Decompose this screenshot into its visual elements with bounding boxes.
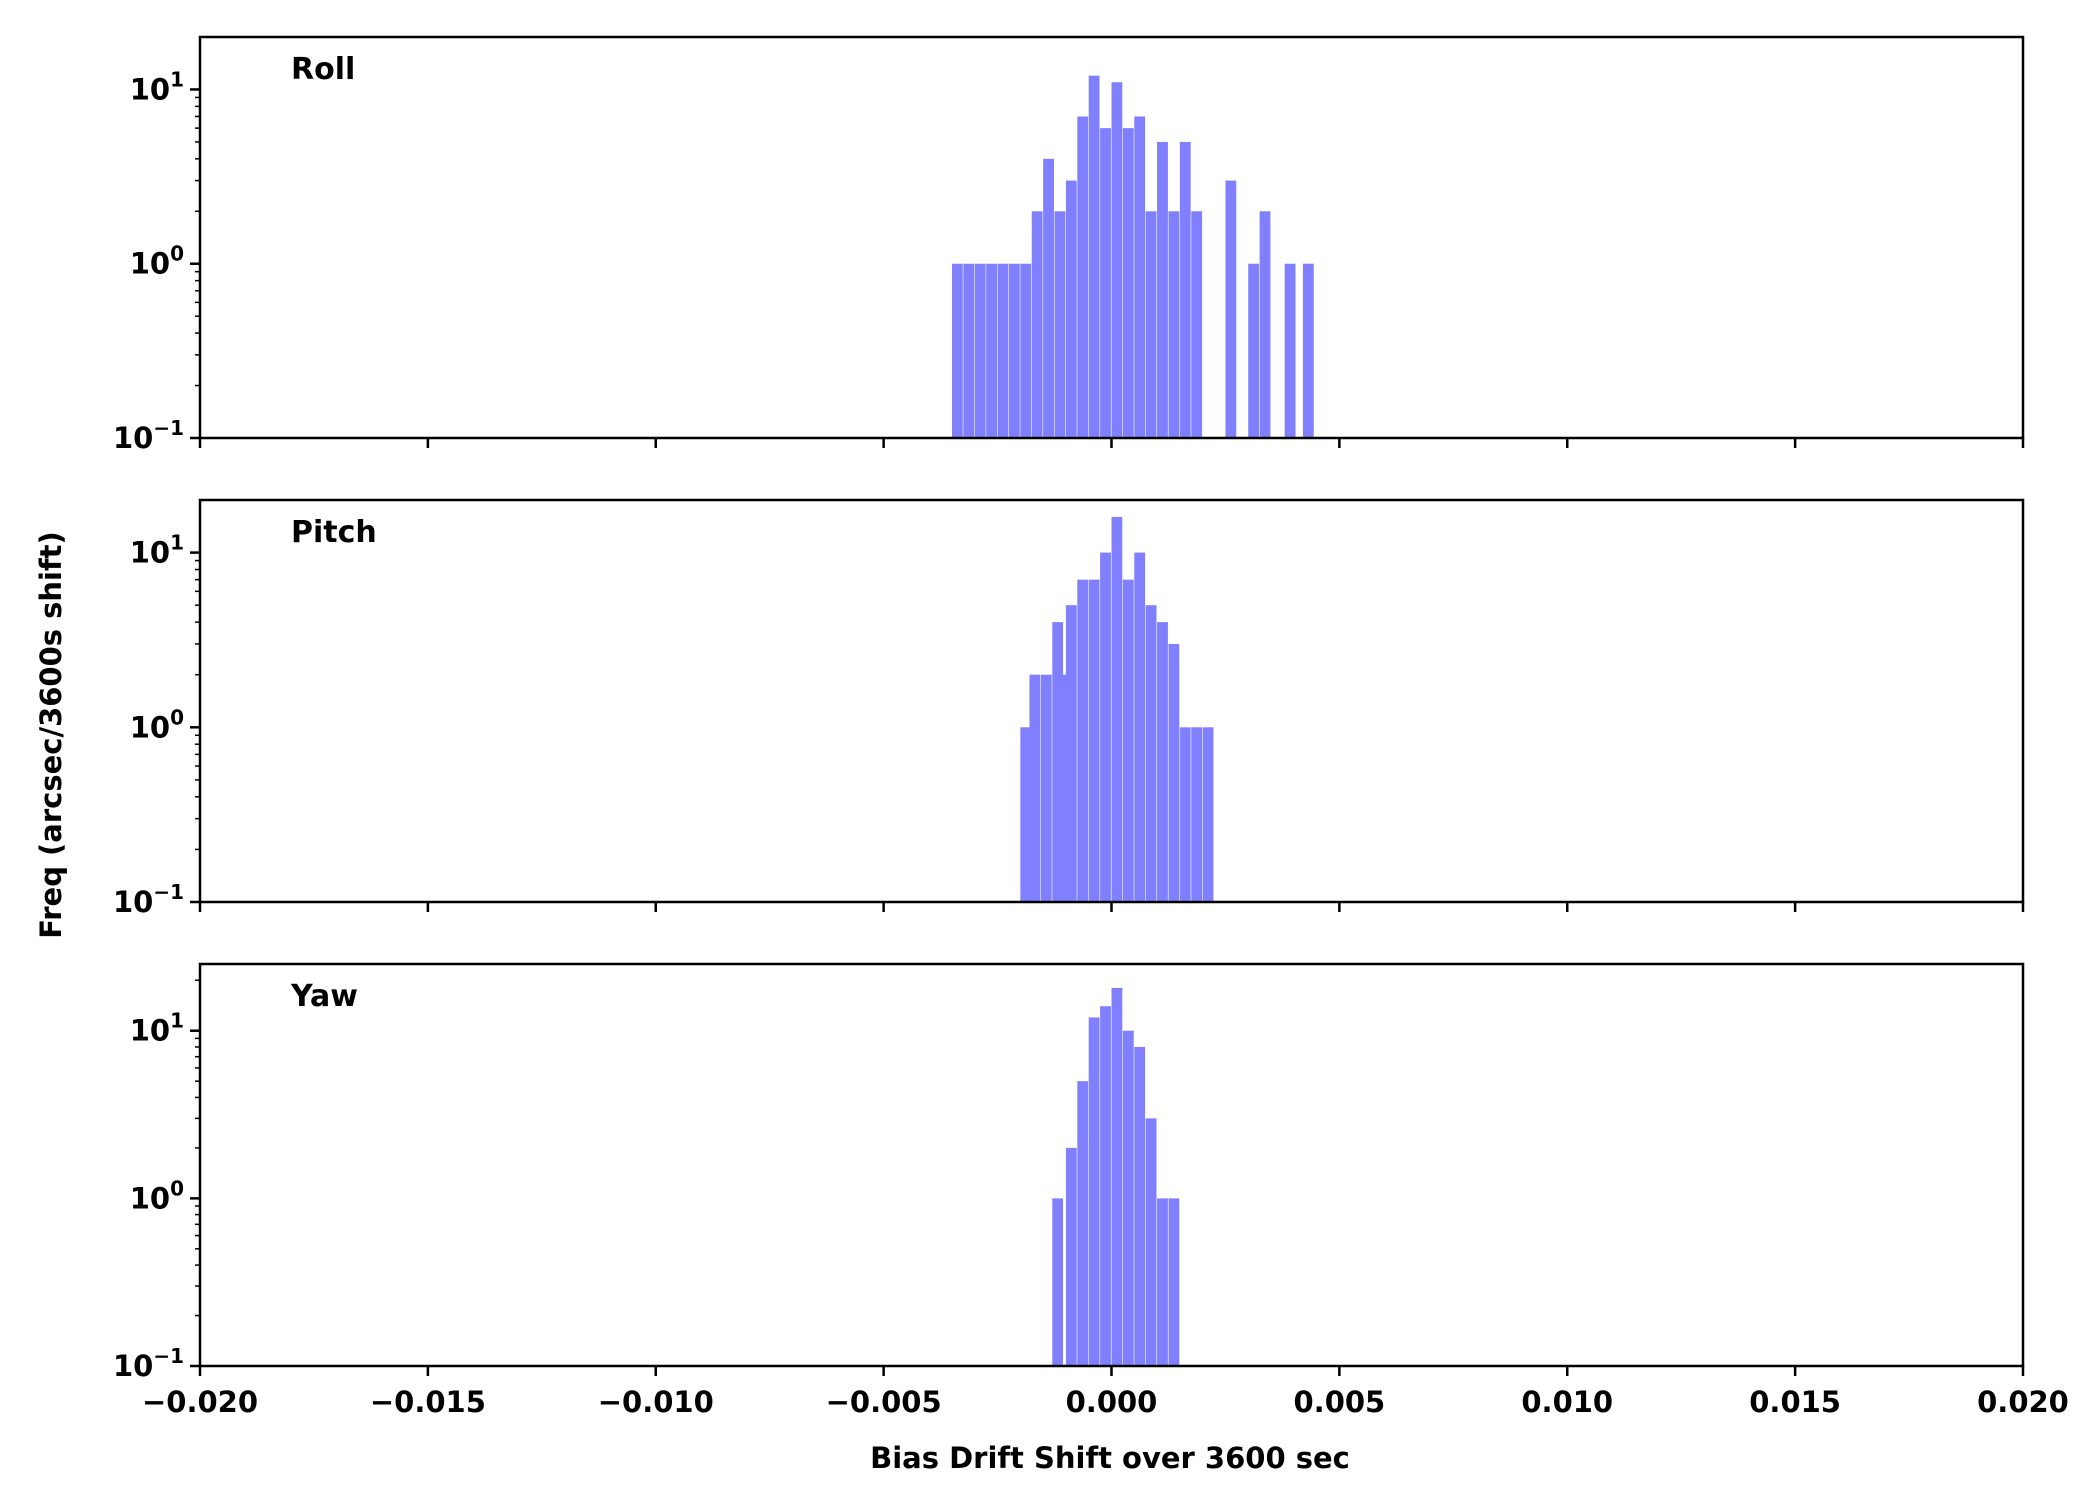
panel-title: Yaw — [290, 979, 358, 1014]
histogram-bar — [1225, 180, 1237, 438]
histogram-bar — [1302, 263, 1314, 438]
y-tick-label: 101 — [130, 531, 184, 570]
histogram-bar — [1134, 116, 1146, 439]
histogram-bar — [1020, 263, 1032, 438]
histogram-bar — [1100, 1006, 1111, 1366]
histogram-bar — [1259, 211, 1271, 438]
histogram-bar — [1111, 82, 1123, 438]
x-tick-label: −0.015 — [370, 1385, 486, 1419]
histogram-bar — [1031, 211, 1043, 438]
y-tick-label: 10−1 — [113, 416, 184, 455]
histogram-bar — [997, 263, 1009, 438]
histogram-bar — [963, 263, 975, 438]
x-axis-label: Bias Drift Shift over 3600 sec — [870, 1441, 1350, 1475]
y-tick-label: 100 — [130, 1176, 184, 1215]
histogram-bar — [1168, 211, 1180, 438]
histogram-bar — [1122, 1030, 1134, 1366]
histogram-bar — [1145, 211, 1157, 438]
histogram-bar — [974, 263, 986, 438]
y-tick-label: 10−1 — [113, 880, 184, 919]
histogram-bar — [1077, 1081, 1089, 1366]
y-tick-label: 10−1 — [113, 1344, 184, 1383]
histogram-bar — [1179, 727, 1191, 902]
histogram-bar — [1179, 141, 1191, 439]
histogram-bar — [1029, 674, 1041, 902]
histogram-bar — [1043, 158, 1054, 438]
x-tick-label: 0.010 — [1521, 1385, 1613, 1419]
histogram-bar — [1284, 263, 1296, 438]
x-tick-label: 0.020 — [1977, 1385, 2069, 1419]
panel-pitch: 10−1 100 101 Pitch — [113, 498, 2025, 919]
histogram-bar — [1191, 727, 1203, 902]
x-tick-label: 0.015 — [1749, 1385, 1841, 1419]
x-tick-label: 0.005 — [1294, 1385, 1386, 1419]
histogram-bar — [1134, 1046, 1146, 1366]
histogram-bar — [1202, 727, 1214, 902]
histogram-bar — [1065, 1147, 1077, 1366]
histogram-bar — [1168, 643, 1180, 902]
histogram-bar — [1054, 211, 1066, 438]
histogram-bar — [1040, 674, 1052, 902]
x-tick-label: −0.005 — [826, 1385, 942, 1419]
y-axis-label: Freq (arcsec/3600s shift) — [34, 531, 68, 938]
histogram-bar — [1111, 987, 1123, 1366]
y-tick-label: 101 — [130, 1009, 184, 1048]
histogram-bar — [1008, 263, 1020, 438]
histogram-bar — [1157, 622, 1168, 902]
histogram-bar — [1077, 116, 1089, 439]
histogram-bar — [1052, 622, 1064, 902]
histogram-bar — [986, 263, 997, 438]
histogram-bar — [1088, 579, 1100, 902]
histogram-bar — [1248, 263, 1260, 438]
y-tick-label: 100 — [130, 242, 184, 281]
y-tick-label: 100 — [130, 705, 184, 744]
histogram-bar — [1122, 128, 1134, 438]
histogram-bar — [1157, 141, 1168, 439]
x-tick-label: 0.000 — [1066, 1385, 1158, 1419]
histogram-bar — [1052, 1198, 1064, 1366]
histogram-bar — [1100, 552, 1111, 902]
histogram-bar — [1168, 1198, 1180, 1366]
histogram-bar — [1020, 727, 1032, 902]
histogram-bar — [951, 263, 963, 438]
histogram-bar — [1191, 211, 1203, 438]
histogram-bar — [1088, 75, 1100, 438]
panel-title: Pitch — [291, 515, 377, 550]
x-tick-label: −0.020 — [142, 1385, 258, 1419]
x-tick-label: −0.010 — [598, 1385, 714, 1419]
histogram-bar — [1111, 516, 1123, 902]
panel-roll: 10−1 100 101 Roll — [113, 35, 2025, 455]
histogram-bar — [1145, 605, 1157, 902]
panel-title: Roll — [291, 52, 355, 87]
histogram-bar — [1100, 128, 1111, 438]
histogram-bar — [1088, 1017, 1100, 1366]
y-tick-label: 101 — [130, 67, 184, 106]
histogram-bar — [1122, 579, 1134, 902]
panel-yaw: −0.020 −0.015 −0.010 −0.005 0.000 0.005 0.010 0… — [113, 962, 2069, 1419]
histogram-bar — [1077, 579, 1089, 902]
histogram-bar — [1065, 180, 1077, 438]
histogram-bar — [1145, 1118, 1157, 1366]
histogram-bar — [1157, 1198, 1168, 1366]
histogram-bar — [1134, 552, 1146, 902]
histogram-bar — [1065, 605, 1077, 902]
